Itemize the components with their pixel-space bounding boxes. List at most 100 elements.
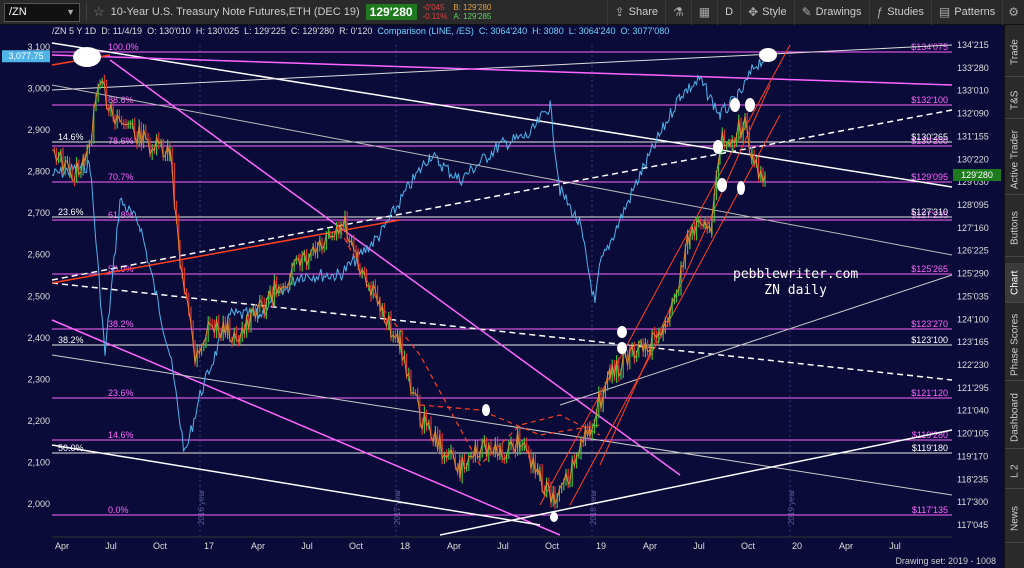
magenta-trendline (109, 59, 681, 476)
star-icon[interactable]: ☆ (93, 4, 105, 19)
left-axis-tick: 2,500 (27, 291, 50, 301)
last-price-badge: 129'280 (365, 4, 417, 20)
right-axis-tick: 125'290 (957, 269, 989, 279)
patterns-button[interactable]: ▤ Patterns (930, 0, 1002, 25)
marker-oval (745, 98, 755, 112)
left-axis-tick: 2,700 (27, 208, 50, 218)
sidebar-tab-phase-scores[interactable]: Phase Scores (1005, 309, 1024, 381)
red-dashed-path (419, 404, 601, 436)
sidebar-tab-l-2[interactable]: L 2 (1005, 455, 1024, 489)
sidebar-tab-active-trader[interactable]: Active Trader (1005, 125, 1024, 195)
white-trendline (51, 444, 541, 526)
right-axis-tick: 129'030 (957, 177, 989, 187)
white-level-price: $119'180 (912, 443, 948, 453)
flask-button[interactable]: ⚗ (665, 0, 691, 25)
red-trendline (51, 219, 401, 284)
cmp-high: H: 3080 (532, 26, 564, 36)
watermark: pebblewriter.com ZN daily (733, 267, 858, 299)
right-axis-tick: 121'040 (957, 406, 989, 416)
fib-level-label: 14.6% (108, 430, 134, 440)
fib-level-price: $123'270 (911, 319, 948, 329)
white-level-label: 38.2% (58, 335, 84, 345)
white-level-label: 14.6% (58, 132, 84, 142)
pct-change: -0.11% (422, 12, 448, 21)
white-dashed-trendline (51, 282, 953, 381)
sidebar-tab-chart[interactable]: Chart (1005, 263, 1024, 303)
year-marker-label: 2018 year (589, 489, 598, 525)
right-axis-tick: 126'225 (957, 246, 989, 256)
white-dashed-trendline (51, 109, 953, 281)
x-axis-tick: Oct (349, 541, 364, 551)
drawings-label: Drawings (815, 6, 862, 18)
chevron-down-icon[interactable]: ▼ (66, 7, 75, 17)
comparison-series-line (51, 50, 771, 452)
red-channel-line (599, 84, 771, 466)
fib-level-price: $127'235 (911, 210, 948, 220)
fib-level-price: $130'200 (911, 136, 948, 146)
fib-level-label: 70.7% (108, 172, 134, 182)
symbol-input[interactable]: /ZN ▼ (4, 2, 80, 22)
right-axis-tick: 130'220 (957, 154, 989, 164)
sidebar-tab-t-s[interactable]: T&S (1005, 83, 1024, 119)
period-label: D (725, 6, 734, 18)
chart-area[interactable]: 3,100 3,000 2,900 2,800 2,700 2,600 2,500 2,400… (0, 25, 1004, 568)
right-axis-tick: 134'215 (957, 40, 989, 50)
header-close: C: 129'280 (290, 26, 335, 36)
x-axis-tick: Apr (839, 541, 853, 551)
calendar-button[interactable]: ▦ (690, 0, 717, 25)
drawing-set-label: Drawing set: 2019 - 1008 (895, 556, 996, 566)
x-axis-tick: Apr (251, 541, 265, 551)
style-icon: ✥ (748, 5, 759, 19)
chart-canvas[interactable]: 3,100 3,000 2,900 2,800 2,700 2,600 2,500 2,400… (0, 25, 1004, 568)
left-axis-tick: 2,900 (27, 125, 50, 135)
x-axis-tick: Jul (693, 541, 705, 551)
drawings-button[interactable]: ✎ Drawings (793, 0, 869, 25)
studies-label: Studies (887, 6, 924, 18)
period-button[interactable]: D (717, 0, 740, 25)
comparison-label: Comparison (LINE, /ES) (377, 26, 474, 36)
left-axis-tick: 2,200 (27, 416, 50, 426)
header-range: R: 0'120 (339, 26, 373, 36)
settings-button[interactable]: ⚙ (1002, 0, 1024, 25)
white-trendline (439, 429, 953, 536)
marker-oval (73, 47, 101, 67)
x-axis-tick: Jul (301, 541, 313, 551)
sidebar-tab-trade[interactable]: Trade (1005, 29, 1024, 77)
sidebar-tab-news[interactable]: News (1005, 495, 1024, 543)
magenta-trendline (51, 54, 953, 86)
fib-level-price: $129'095 (911, 172, 948, 182)
left-axis-tick: 2,100 (27, 457, 50, 467)
style-label: Style (762, 6, 787, 18)
marker-oval (717, 178, 727, 192)
marker-oval (737, 181, 745, 195)
x-axis-tick: Apr (643, 541, 657, 551)
grey-trendline (51, 84, 953, 256)
studies-button[interactable]: ƒ Studies (868, 0, 931, 25)
sidebar-tab-buttons[interactable]: Buttons (1005, 201, 1024, 257)
right-axis-tick: 121'295 (957, 383, 989, 393)
fib-level-label: 61.8% (108, 210, 134, 220)
chart-header: /ZN 5 Y 1D D: 11/4/19 O: 130'010 H: 130'… (52, 26, 952, 38)
left-current-label: 3,077.75 (8, 51, 43, 61)
calendar-icon: ▦ (698, 5, 711, 19)
cmp-open: O: 3077'080 (620, 26, 670, 36)
share-button[interactable]: ⇪ Share (606, 0, 665, 25)
right-axis-tick: 117'300 (957, 497, 988, 507)
marker-oval (730, 98, 740, 112)
marker-oval (759, 48, 777, 62)
flask-icon: ⚗ (673, 5, 684, 19)
right-axis-tick: 120'105 (957, 429, 989, 439)
grey-trendline (559, 274, 953, 406)
style-button[interactable]: ✥ Style (740, 0, 794, 25)
right-axis-tick: 128'095 (957, 200, 989, 210)
right-current-badge (953, 169, 1001, 181)
share-label: Share (628, 6, 659, 18)
right-axis-tick: 124'100 (957, 314, 989, 324)
sidebar-tab-dashboard[interactable]: Dashboard (1005, 387, 1024, 449)
white-level-label: 23.6% (58, 207, 84, 217)
x-axis-tick: Jul (889, 541, 901, 551)
x-axis-tick: Oct (741, 541, 756, 551)
fib-level-label: 0.0% (108, 505, 129, 515)
fib-level-label: 78.6% (108, 136, 134, 146)
